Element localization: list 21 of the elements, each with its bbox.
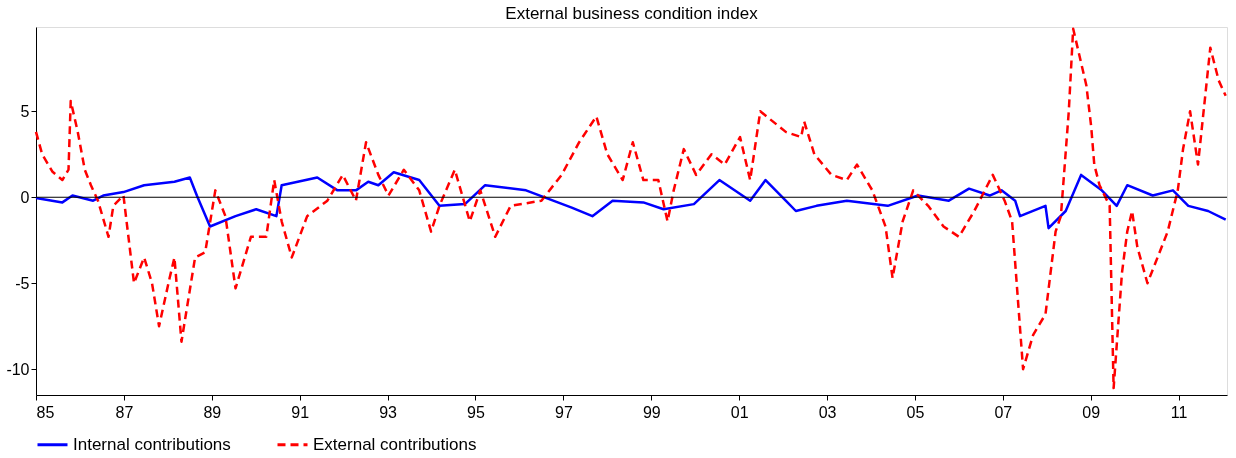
x-tick-label: 85 bbox=[36, 403, 55, 421]
x-tick-label: 99 bbox=[642, 403, 661, 421]
x-tick-label: 93 bbox=[379, 403, 398, 421]
x-tick-label: 95 bbox=[467, 403, 485, 421]
y-tick-label: 0 bbox=[20, 188, 30, 206]
x-tick-label: 87 bbox=[115, 403, 134, 421]
x-tick-label: 07 bbox=[994, 403, 1013, 421]
x-tick-label: 89 bbox=[203, 403, 222, 421]
y-tick-label: 5 bbox=[20, 102, 30, 120]
x-tick-label: 09 bbox=[1082, 403, 1101, 421]
x-tick-label: 05 bbox=[906, 403, 925, 421]
chart-title: External business condition index bbox=[505, 4, 759, 23]
y-tick-label: -10 bbox=[6, 360, 30, 378]
x-tick-label: 97 bbox=[554, 403, 573, 421]
x-tick-label: 01 bbox=[730, 403, 749, 421]
y-tick-label: -5 bbox=[15, 274, 30, 292]
x-tick-label: 03 bbox=[818, 403, 837, 421]
x-tick-label: 11 bbox=[1170, 403, 1188, 421]
legend-label: Internal contributions bbox=[73, 434, 231, 454]
legend-label: External contributions bbox=[313, 434, 477, 454]
x-tick-label: 91 bbox=[291, 403, 310, 421]
